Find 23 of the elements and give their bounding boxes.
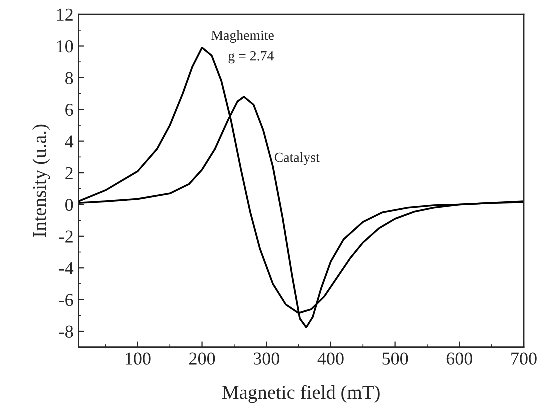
y-tick-label: 4 — [65, 136, 74, 148]
x-tick-label: 300 — [254, 352, 280, 365]
annotation: g = 2.74 — [228, 51, 274, 64]
y-axis-title: Intensity (u.a.) — [32, 124, 50, 238]
x-tick-label: 200 — [190, 352, 216, 365]
x-tick-label: 500 — [382, 352, 408, 365]
y-tick-label: 0 — [66, 198, 74, 212]
y-tick-label: 12 — [57, 8, 73, 21]
x-axis-title: Magnetic field (mT) — [222, 385, 380, 404]
x-tick-label: 700 — [512, 352, 537, 365]
x-tick-label: 600 — [446, 352, 473, 365]
y-tick-label: 10 — [57, 40, 74, 53]
x-tick-label: 100 — [126, 352, 151, 365]
series-label: Catalyst — [274, 152, 320, 166]
y-tick-label: 6 — [66, 104, 74, 116]
y-tick-label: 8 — [66, 72, 74, 84]
y-tick-label: 2 — [66, 167, 73, 180]
x-tick-label: 400 — [318, 352, 344, 365]
series-label: Maghemite — [212, 30, 274, 44]
y-tick-label: -2 — [60, 230, 73, 243]
y-tick-label: -4 — [60, 262, 74, 274]
y-tick-label: -6 — [60, 294, 74, 306]
y-tick-label: -8 — [60, 326, 74, 338]
